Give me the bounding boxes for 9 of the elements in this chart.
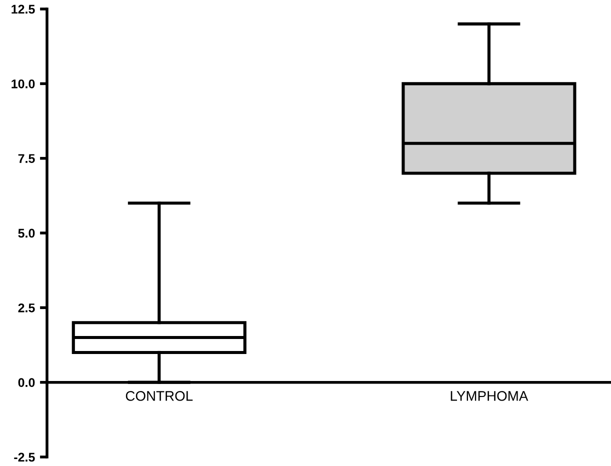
y-tick-label: 0.0 [18, 378, 35, 387]
y-tick-label: 2.5 [18, 303, 35, 312]
x-tick-label: CONTROL [126, 391, 193, 401]
y-tick-label: 12.5 [12, 4, 35, 14]
x-tick-label: LYMPHOMA [450, 391, 528, 401]
y-tick-label: 5.0 [18, 228, 35, 238]
y-tick-label: -2.5 [14, 452, 35, 462]
y-tick-label: 10.0 [12, 79, 35, 88]
y-tick-label: 7.5 [18, 154, 35, 163]
